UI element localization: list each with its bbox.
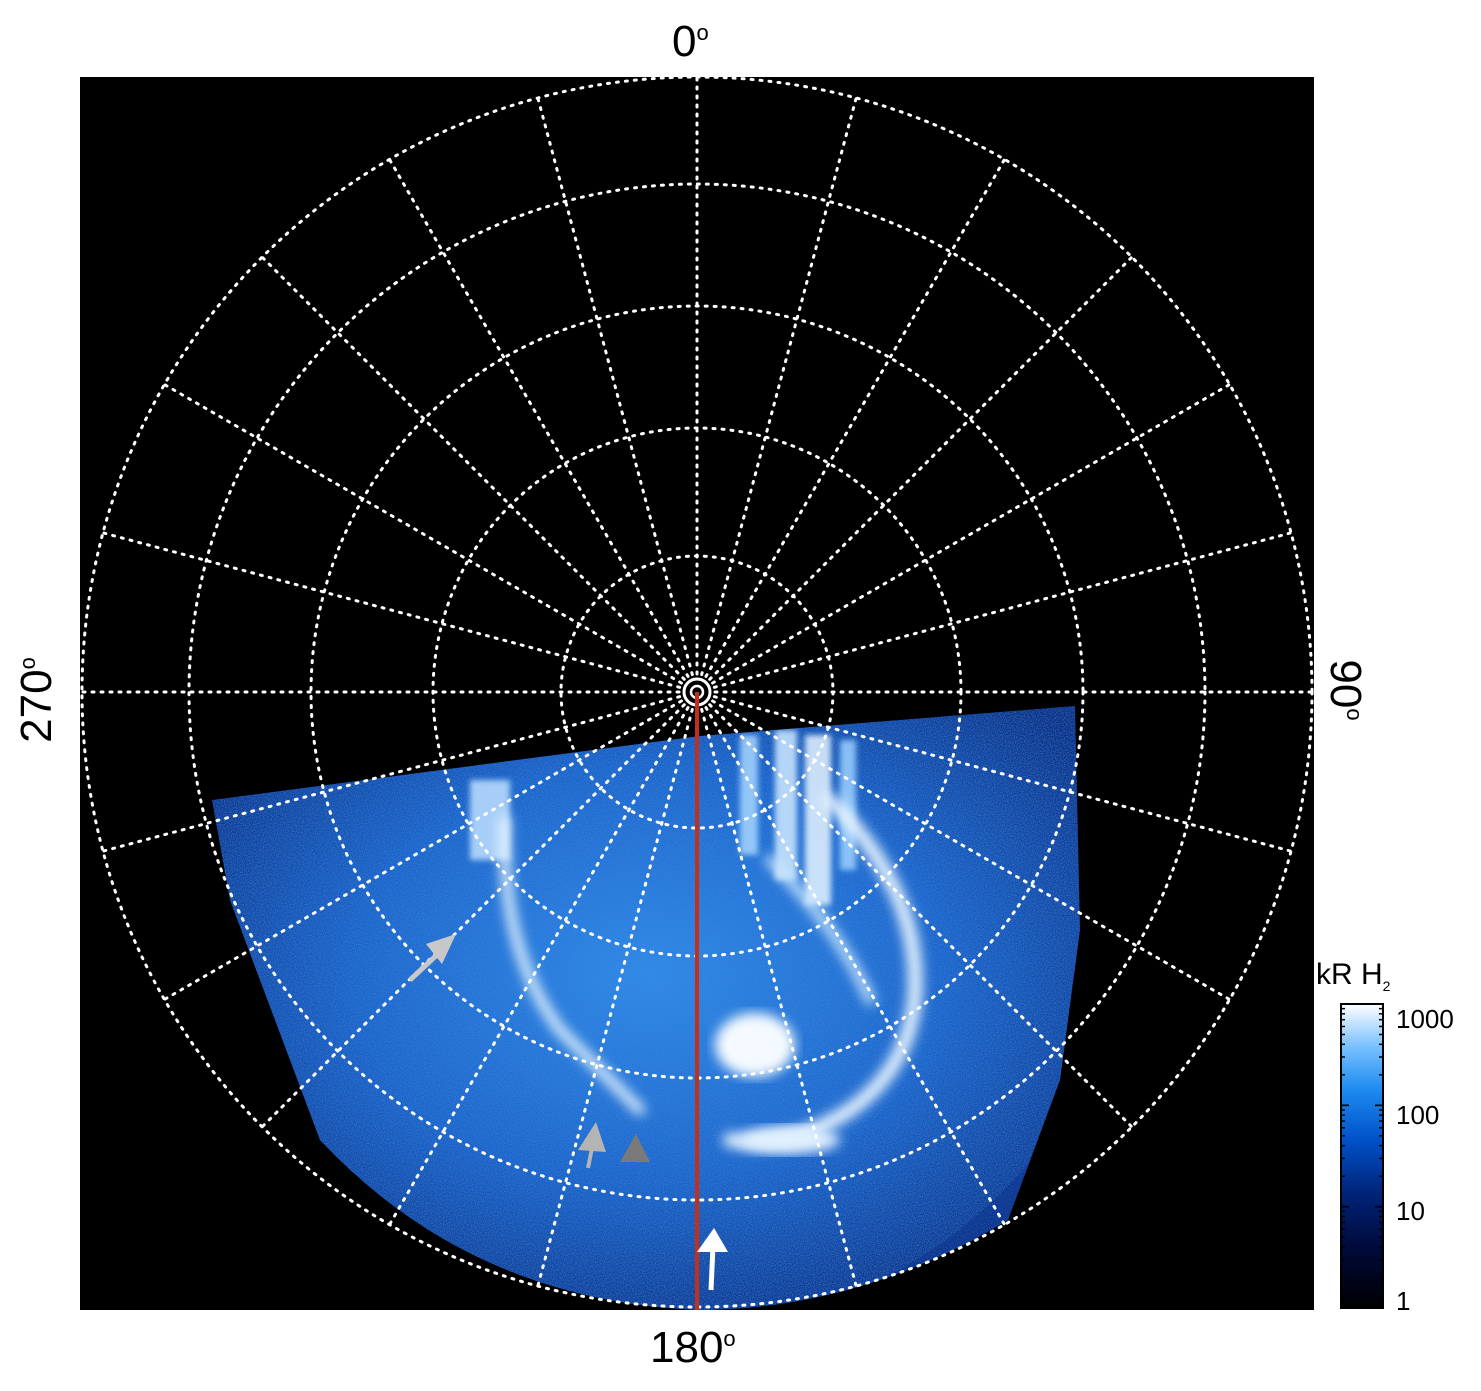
grid-spoke [711, 380, 1236, 685]
grid-spoke [712, 530, 1298, 689]
grid-ring [187, 182, 1207, 1202]
arrow-white-bottom [697, 1228, 728, 1291]
colorbar-title: kR H2 [1316, 958, 1391, 994]
grid-spoke [712, 695, 1298, 854]
colorbar [1340, 1003, 1384, 1309]
grid-spoke [700, 707, 859, 1293]
arrow-grey-small-2 [620, 1134, 650, 1162]
colorbar-tick-label: 10 [1396, 1196, 1425, 1226]
grid-spoke [704, 153, 1009, 678]
grid-spoke [700, 91, 859, 677]
colorbar-tick-label: 1000 [1396, 1004, 1454, 1034]
grid-spoke [535, 707, 694, 1293]
colorbar-tick-label: 1 [1396, 1286, 1411, 1316]
arrow-grey-small-1 [578, 1122, 606, 1169]
grid-spoke [158, 380, 683, 685]
grid-spoke [257, 252, 686, 681]
grid-spoke [385, 706, 690, 1231]
azimuth-label-180: 180o [650, 1323, 736, 1372]
azimuth-label-90: 90o [1321, 659, 1370, 721]
grid-spoke [708, 252, 1137, 681]
grid-spoke [96, 530, 682, 689]
grid-spoke [708, 703, 1137, 1132]
grid-spoke [158, 699, 683, 1004]
grid-spoke [257, 703, 686, 1132]
grid-spoke [704, 706, 1009, 1231]
grid-spoke [535, 91, 694, 677]
azimuth-label-270: 270o [12, 657, 61, 743]
colorbar-tick-label: 100 [1396, 1100, 1440, 1130]
grid-spoke [385, 153, 690, 678]
grid-spoke [96, 695, 682, 854]
polar-grid [80, 77, 1314, 1310]
arrow-grey-left [408, 934, 456, 982]
azimuth-label-0: 0o [672, 17, 709, 66]
colorbar-gradient [1340, 1003, 1384, 1309]
grid-spoke [711, 699, 1236, 1004]
